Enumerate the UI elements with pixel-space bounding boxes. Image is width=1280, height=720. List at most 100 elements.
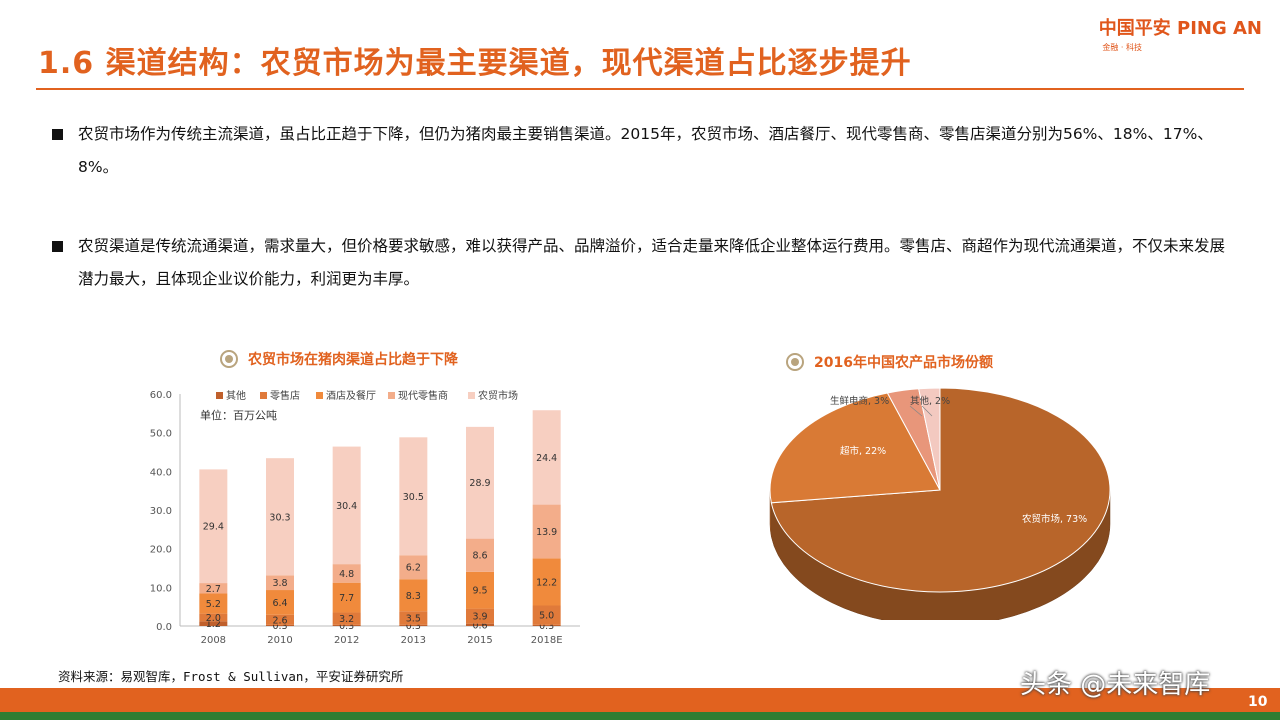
bar-data-label: 7.7 <box>339 593 354 604</box>
bar-data-label: 12.2 <box>536 577 557 588</box>
logo-text: 中国平安 PING AN <box>1098 18 1262 39</box>
x-tick-label: 2012 <box>334 635 359 646</box>
pie-leader-line <box>921 405 933 417</box>
bar-data-label: 0.3 <box>339 621 354 632</box>
x-tick-label: 2010 <box>267 635 292 646</box>
bar-segment <box>466 608 494 624</box>
legend-label: 农贸市场 <box>478 389 518 402</box>
page-title: 1.6 渠道结构：农贸市场为最主要渠道，现代渠道占比逐步提升 <box>38 46 912 81</box>
bar-segment <box>332 582 361 613</box>
bar-data-label: 24.4 <box>536 453 557 464</box>
legend-swatch <box>260 392 267 399</box>
bar-segment <box>199 469 228 584</box>
x-tick-label: 2015 <box>467 635 492 646</box>
pie-data-label: 超市, 22% <box>840 445 886 457</box>
y-tick-label: 20.0 <box>150 545 172 556</box>
pie-slice <box>918 387 941 491</box>
pie-chart-title-text: 2016年中国农产品市场份额 <box>814 355 993 371</box>
company-logo: 中国平安 PING AN 金融 · 科技 <box>1099 14 1262 53</box>
legend-swatch <box>468 392 475 399</box>
bar-data-label: 8.3 <box>406 591 421 602</box>
bar-data-label: 0.3 <box>272 621 287 632</box>
bar-segment <box>532 605 561 625</box>
bar-data-label: 2.7 <box>206 584 221 595</box>
bar-data-label: 8.6 <box>472 551 487 562</box>
bar-segment <box>332 612 361 625</box>
bullet-item-2: 农贸渠道是传统流通渠道，需求量大，但价格要求敏感，难以获得产品、品牌溢价，适合走… <box>52 230 1238 296</box>
footer-bar <box>0 688 1280 712</box>
bullet-item-1: 农贸市场作为传统主流渠道，虽占比正趋于下降，但仍为猪肉最主要销售渠道。2015年… <box>52 118 1238 184</box>
bar-data-label: 2.0 <box>206 613 221 624</box>
bar-data-label: 2.6 <box>272 615 287 626</box>
bar-segment <box>332 624 361 626</box>
bar-data-label: 3.9 <box>472 612 487 623</box>
pie-data-label: 农贸市场, 73% <box>1022 513 1087 525</box>
legend-label: 现代零售商 <box>398 389 448 402</box>
pie-leader-line <box>909 405 923 417</box>
legend-swatch <box>316 392 323 399</box>
y-tick-label: 10.0 <box>150 583 172 594</box>
legend-label: 其他 <box>226 389 246 402</box>
legend-label: 零售店 <box>270 389 300 402</box>
footer-accent <box>0 712 1280 720</box>
legend-swatch <box>388 392 395 399</box>
bar-data-label: 0.3 <box>406 621 421 632</box>
bar-data-label: 13.9 <box>536 527 557 538</box>
target-ring-icon <box>220 350 238 368</box>
bar-data-label: 30.4 <box>336 501 357 512</box>
pie-slice <box>770 387 1111 593</box>
bar-segment <box>199 583 228 594</box>
bar-segment <box>399 555 428 580</box>
bar-data-label: 4.8 <box>339 569 354 580</box>
bar-segment <box>532 558 561 606</box>
legend-label: 酒店及餐厅 <box>326 389 376 402</box>
bar-data-label: 3.2 <box>339 614 354 625</box>
bar-data-label: 28.9 <box>469 478 490 489</box>
bar-data-label: 30.3 <box>269 512 290 523</box>
pie-data-label: 生鲜电商, 3% <box>830 395 889 407</box>
logo-tagline: 金融 · 科技 <box>1102 43 1142 52</box>
bar-legend: 其他 零售店 酒店及餐厅 现代零售商 农贸市场 <box>216 389 518 402</box>
bar-segment <box>266 590 294 615</box>
bullet-text-1: 农贸市场作为传统主流渠道，虽占比正趋于下降，但仍为猪肉最主要销售渠道。2015年… <box>78 125 1213 176</box>
bar-segment <box>532 504 561 559</box>
bar-data-label: 3.5 <box>406 614 421 625</box>
legend-swatch <box>216 392 223 399</box>
bar-segment <box>199 613 228 622</box>
bar-data-label: 0.3 <box>539 621 554 632</box>
bullet-text-2: 农贸渠道是传统流通渠道，需求量大，但价格要求敏感，难以获得产品、品牌溢价，适合走… <box>78 237 1226 288</box>
bar-segment <box>332 446 361 565</box>
bar-segment <box>466 538 494 572</box>
y-tick-label: 50.0 <box>150 429 172 440</box>
stacked-bar-chart: 0.0 10.0 20.0 30.0 40.0 50.0 60.0 其他 零售店 酒店及餐厅 现代零… <box>150 389 580 646</box>
square-bullet-icon <box>52 129 63 140</box>
bar-segment <box>399 579 428 612</box>
y-tick-label: 30.0 <box>150 506 172 517</box>
pie-data-label: 其他, 2% <box>910 395 950 407</box>
bar-segment <box>332 564 361 583</box>
bar-data-label: 0.6 <box>472 620 487 631</box>
bar-segment <box>466 426 494 539</box>
bar-segment <box>399 624 428 626</box>
page-number: 10 <box>1248 694 1268 710</box>
bar-segment <box>532 410 561 505</box>
x-tick-label: 2018E <box>531 635 563 646</box>
bar-segment <box>199 593 228 614</box>
x-tick-label: 2008 <box>201 635 226 646</box>
y-tick-label: 40.0 <box>150 467 172 478</box>
bar-segment <box>266 575 294 591</box>
pie-chart: 农贸市场, 73% 超市, 22% 生鲜电商, 3% 其他, 2% <box>769 387 1111 620</box>
bar-chart-title-text: 农贸市场在猪肉渠道占比趋于下降 <box>248 352 458 368</box>
bar-data-label: 5.0 <box>539 611 554 622</box>
bar-segment <box>399 437 428 556</box>
pie-slice <box>769 392 941 504</box>
bar-data-label: 6.4 <box>272 598 287 609</box>
bar-data-label: 30.5 <box>403 492 424 503</box>
bar-segment <box>266 624 294 626</box>
x-tick-label: 2013 <box>401 635 426 646</box>
bar-segment <box>199 621 228 626</box>
target-ring-icon <box>786 353 804 371</box>
bar-segment <box>466 571 494 609</box>
bar-data-label: 9.5 <box>472 586 487 597</box>
unit-label: 单位：百万公吨 <box>200 408 277 422</box>
